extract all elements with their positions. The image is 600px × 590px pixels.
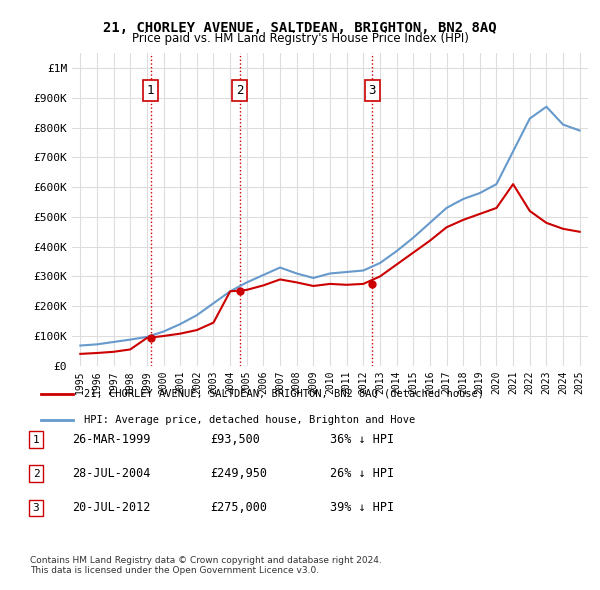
Text: HPI: Average price, detached house, Brighton and Hove: HPI: Average price, detached house, Brig…	[84, 415, 415, 425]
Text: 39% ↓ HPI: 39% ↓ HPI	[330, 502, 394, 514]
Text: Contains HM Land Registry data © Crown copyright and database right 2024.
This d: Contains HM Land Registry data © Crown c…	[30, 556, 382, 575]
Text: 21, CHORLEY AVENUE, SALTDEAN, BRIGHTON, BN2 8AQ (detached house): 21, CHORLEY AVENUE, SALTDEAN, BRIGHTON, …	[84, 389, 484, 399]
Text: 26% ↓ HPI: 26% ↓ HPI	[330, 467, 394, 480]
Text: 3: 3	[32, 503, 40, 513]
Text: £249,950: £249,950	[210, 467, 267, 480]
Text: Price paid vs. HM Land Registry's House Price Index (HPI): Price paid vs. HM Land Registry's House …	[131, 32, 469, 45]
Text: 3: 3	[368, 84, 376, 97]
Text: 1: 1	[147, 84, 154, 97]
Text: 20-JUL-2012: 20-JUL-2012	[72, 502, 151, 514]
Text: 28-JUL-2004: 28-JUL-2004	[72, 467, 151, 480]
Text: 2: 2	[236, 84, 244, 97]
Text: 1: 1	[32, 435, 40, 444]
Text: £275,000: £275,000	[210, 502, 267, 514]
Text: 21, CHORLEY AVENUE, SALTDEAN, BRIGHTON, BN2 8AQ: 21, CHORLEY AVENUE, SALTDEAN, BRIGHTON, …	[103, 21, 497, 35]
Text: 2: 2	[32, 469, 40, 478]
Text: 26-MAR-1999: 26-MAR-1999	[72, 433, 151, 446]
Text: £93,500: £93,500	[210, 433, 260, 446]
Text: 36% ↓ HPI: 36% ↓ HPI	[330, 433, 394, 446]
